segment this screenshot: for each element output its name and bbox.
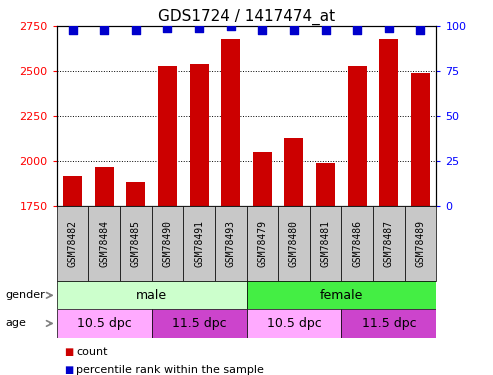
Text: GSM78482: GSM78482 [68, 220, 77, 267]
Point [385, 25, 393, 31]
Bar [95, 166, 113, 206]
Bar [284, 138, 304, 206]
Point [100, 27, 108, 33]
Point [417, 27, 424, 33]
Text: GSM78493: GSM78493 [226, 220, 236, 267]
Point [164, 25, 172, 31]
Bar [189, 64, 209, 206]
Text: GSM78484: GSM78484 [99, 220, 109, 267]
Bar [405, 206, 436, 281]
Bar [152, 206, 183, 281]
Bar [310, 206, 341, 281]
Point [353, 27, 361, 33]
Point [321, 27, 329, 33]
Bar [158, 66, 177, 206]
Bar [341, 206, 373, 281]
Bar [215, 206, 246, 281]
Bar [183, 206, 215, 281]
Text: age: age [5, 318, 26, 328]
Text: GSM78486: GSM78486 [352, 220, 362, 267]
Point [69, 27, 76, 33]
Bar [57, 281, 246, 309]
Text: GSM78490: GSM78490 [162, 220, 173, 267]
Text: ■: ■ [65, 347, 73, 357]
Title: GDS1724 / 1417474_at: GDS1724 / 1417474_at [158, 9, 335, 25]
Text: 11.5 dpc: 11.5 dpc [361, 317, 416, 330]
Point [258, 27, 266, 33]
Bar [341, 309, 436, 338]
Point [290, 27, 298, 33]
Text: GSM78485: GSM78485 [131, 220, 141, 267]
Bar [278, 206, 310, 281]
Text: GSM78491: GSM78491 [194, 220, 204, 267]
Bar [57, 309, 152, 338]
Bar [221, 39, 240, 206]
Text: ■: ■ [65, 365, 73, 375]
Point [227, 23, 235, 29]
Bar [373, 206, 405, 281]
Bar [246, 281, 436, 309]
Bar [253, 152, 272, 206]
Text: GSM78480: GSM78480 [289, 220, 299, 267]
Bar [246, 309, 341, 338]
Bar [152, 309, 246, 338]
Text: GSM78481: GSM78481 [320, 220, 331, 267]
Bar [57, 206, 88, 281]
Text: female: female [320, 289, 363, 302]
Text: gender: gender [5, 290, 45, 300]
Bar [316, 163, 335, 206]
Bar [348, 66, 367, 206]
Text: GSM78489: GSM78489 [416, 220, 425, 267]
Text: 10.5 dpc: 10.5 dpc [77, 317, 132, 330]
Text: GSM78487: GSM78487 [384, 220, 394, 267]
Text: GSM78479: GSM78479 [257, 220, 267, 267]
Bar [380, 39, 398, 206]
Bar [88, 206, 120, 281]
Bar [126, 182, 145, 206]
Bar [246, 206, 278, 281]
Bar [411, 73, 430, 206]
Text: 11.5 dpc: 11.5 dpc [172, 317, 226, 330]
Bar [63, 176, 82, 206]
Text: percentile rank within the sample: percentile rank within the sample [76, 365, 264, 375]
Point [195, 25, 203, 31]
Text: 10.5 dpc: 10.5 dpc [267, 317, 321, 330]
Text: male: male [136, 289, 167, 302]
Text: count: count [76, 347, 108, 357]
Point [132, 27, 140, 33]
Bar [120, 206, 152, 281]
